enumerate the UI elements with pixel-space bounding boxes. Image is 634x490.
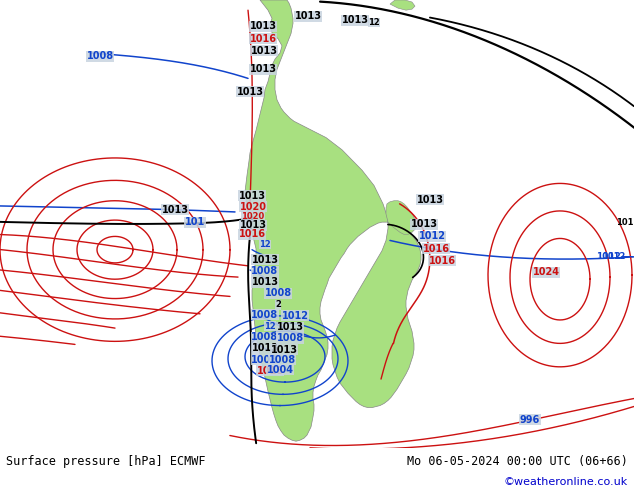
Text: 12: 12: [368, 18, 380, 27]
Text: 1008: 1008: [252, 266, 278, 276]
Text: 1008: 1008: [252, 355, 278, 365]
Text: 1012—: 1012—: [596, 252, 630, 261]
Polygon shape: [245, 0, 421, 441]
Text: 1013: 1013: [417, 195, 444, 205]
Text: 1016: 1016: [238, 229, 266, 239]
Polygon shape: [390, 0, 415, 10]
Text: 1008: 1008: [268, 355, 295, 365]
Text: 1024: 1024: [533, 267, 559, 277]
Text: 1016: 1016: [429, 256, 455, 266]
Text: 1012: 1012: [418, 231, 446, 242]
Text: 1008: 1008: [86, 51, 113, 61]
Text: 1008: 1008: [252, 332, 278, 343]
Text: 1013: 1013: [250, 46, 278, 56]
Text: 101: 101: [616, 218, 634, 227]
Text: 1020: 1020: [240, 202, 266, 212]
Polygon shape: [386, 201, 416, 234]
Text: 1004: 1004: [266, 365, 294, 375]
Text: 1013: 1013: [271, 344, 297, 354]
Text: 1008: 1008: [252, 310, 278, 320]
Text: 1008: 1008: [276, 333, 304, 343]
Text: 1013: 1013: [276, 322, 304, 332]
Text: 2: 2: [275, 300, 281, 309]
Text: 12: 12: [259, 240, 271, 249]
Text: 1012—: 1012—: [602, 252, 634, 261]
Text: 1013: 1013: [295, 11, 321, 21]
Text: 1013: 1013: [250, 22, 276, 31]
Text: 996: 996: [520, 415, 540, 425]
Text: 1020: 1020: [242, 212, 264, 220]
Text: 1013: 1013: [240, 220, 266, 230]
Text: 1013: 1013: [162, 205, 188, 215]
Text: ©weatheronline.co.uk: ©weatheronline.co.uk: [503, 477, 628, 487]
Text: 1013: 1013: [252, 277, 278, 287]
Text: 1013: 1013: [252, 343, 278, 353]
Text: 1013: 1013: [252, 255, 278, 265]
Text: 1016: 1016: [250, 34, 276, 44]
Text: Surface pressure [hPa] ECMWF: Surface pressure [hPa] ECMWF: [6, 455, 206, 468]
Text: 1013: 1013: [342, 15, 368, 25]
Text: 12: 12: [264, 321, 276, 331]
Text: 1008: 1008: [264, 289, 292, 298]
Text: Mo 06-05-2024 00:00 UTC (06+66): Mo 06-05-2024 00:00 UTC (06+66): [407, 455, 628, 468]
Text: 101: 101: [185, 217, 205, 227]
Text: 1016: 1016: [422, 244, 450, 254]
Text: 1013: 1013: [410, 219, 437, 229]
Text: 1013: 1013: [238, 191, 266, 200]
Text: 1012: 1012: [281, 311, 309, 321]
Text: 1013: 1013: [250, 64, 276, 74]
Text: 1013: 1013: [236, 87, 264, 97]
Text: 1016: 1016: [257, 366, 283, 376]
